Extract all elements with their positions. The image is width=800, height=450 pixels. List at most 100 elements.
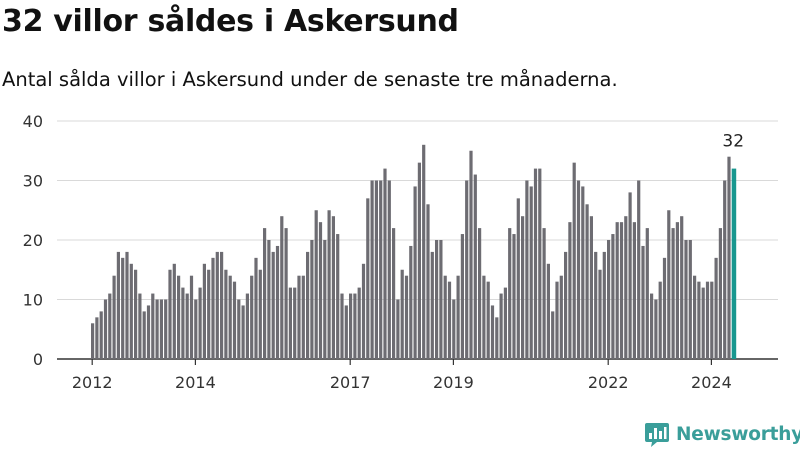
- bar: [675, 222, 679, 359]
- bar: [310, 240, 314, 359]
- bar: [366, 198, 370, 359]
- bar: [392, 228, 396, 359]
- bar: [439, 240, 443, 359]
- bar: [181, 287, 185, 359]
- highlight-value-label: 32: [722, 132, 744, 152]
- bar: [628, 192, 632, 359]
- bar: [353, 293, 357, 359]
- bar: [361, 263, 366, 359]
- bar: [650, 293, 654, 359]
- bar: [314, 210, 318, 359]
- bar: [258, 269, 262, 359]
- page-subtitle: Antal sålda villor i Askersund under de …: [2, 68, 618, 91]
- bar: [447, 281, 452, 359]
- bar: [495, 317, 499, 359]
- bar: [288, 287, 292, 359]
- bar: [413, 186, 417, 359]
- bar: [529, 186, 533, 359]
- y-tick-label: 20: [23, 231, 43, 250]
- bar: [323, 240, 327, 359]
- bar: [254, 257, 258, 359]
- bar: [688, 240, 692, 359]
- bar: [422, 144, 426, 359]
- page-title: 32 villor såldes i Askersund: [2, 4, 459, 39]
- bar: [383, 168, 387, 359]
- bar: [727, 156, 731, 359]
- bar: [641, 245, 645, 359]
- bar: [718, 228, 722, 359]
- bar: [327, 210, 331, 359]
- bar: [374, 180, 378, 359]
- bar: [318, 222, 323, 359]
- bar: [667, 210, 671, 359]
- bar: [516, 198, 520, 359]
- bar: [379, 180, 383, 359]
- bar: [671, 228, 675, 359]
- bar: [521, 216, 525, 359]
- bar: [705, 281, 710, 359]
- bar: [267, 240, 271, 359]
- bar: [396, 299, 400, 359]
- x-tick-label: 2017: [330, 373, 371, 392]
- bar: [99, 311, 103, 359]
- bar: [284, 228, 288, 359]
- x-tick-label: 2014: [175, 373, 216, 392]
- bar: [211, 257, 215, 359]
- bar: [490, 305, 495, 359]
- bar: [478, 228, 482, 359]
- bar: [594, 251, 598, 359]
- bar: [602, 251, 606, 359]
- bar: [684, 240, 688, 359]
- bar: [572, 162, 576, 359]
- bar: [112, 275, 116, 359]
- x-tick-label: 2022: [588, 373, 629, 392]
- bar: [155, 299, 159, 359]
- bar: [645, 228, 649, 359]
- bar: [349, 293, 353, 359]
- bar: [207, 269, 211, 359]
- bar: [134, 269, 138, 359]
- bar: [452, 299, 456, 359]
- y-tick-label: 0: [33, 350, 43, 369]
- bar: [632, 222, 636, 359]
- bar: [245, 293, 249, 359]
- bar: [615, 222, 619, 359]
- bar: [404, 275, 409, 359]
- bar: [619, 222, 624, 359]
- bar: [568, 222, 572, 359]
- newsworthy-logo: Newsworthy: [644, 420, 800, 448]
- bar: [202, 263, 206, 359]
- bar: [654, 299, 658, 359]
- bar: [387, 180, 391, 359]
- bar: [215, 251, 219, 359]
- bar: [275, 245, 280, 359]
- y-tick-label: 30: [23, 172, 43, 191]
- bar: [503, 287, 507, 359]
- bar: [293, 287, 297, 359]
- bar: [340, 293, 344, 359]
- bar: [551, 311, 555, 359]
- y-tick-label: 10: [23, 291, 43, 310]
- bar: [172, 263, 176, 359]
- bar: [555, 281, 559, 359]
- bar: [430, 251, 434, 359]
- bar: [159, 299, 163, 359]
- bar-highlighted: [731, 168, 737, 359]
- bar-chart: 0 10 20 30 40 2012 2014 2017 2019 2022 2024 32: [23, 112, 778, 392]
- bar: [138, 293, 142, 359]
- bar: [589, 216, 593, 359]
- bar: [499, 293, 503, 359]
- x-tick-label: 2012: [72, 373, 113, 392]
- bar: [658, 281, 662, 359]
- bar: [435, 240, 439, 359]
- bar: [198, 287, 202, 359]
- bar: [224, 269, 228, 359]
- bar: [146, 305, 151, 359]
- bar: [611, 234, 615, 359]
- bar: [473, 174, 477, 359]
- bar: [680, 216, 684, 359]
- newsworthy-icon: [645, 423, 669, 447]
- bar: [512, 234, 516, 359]
- bar: [426, 204, 430, 359]
- bar: [164, 299, 168, 359]
